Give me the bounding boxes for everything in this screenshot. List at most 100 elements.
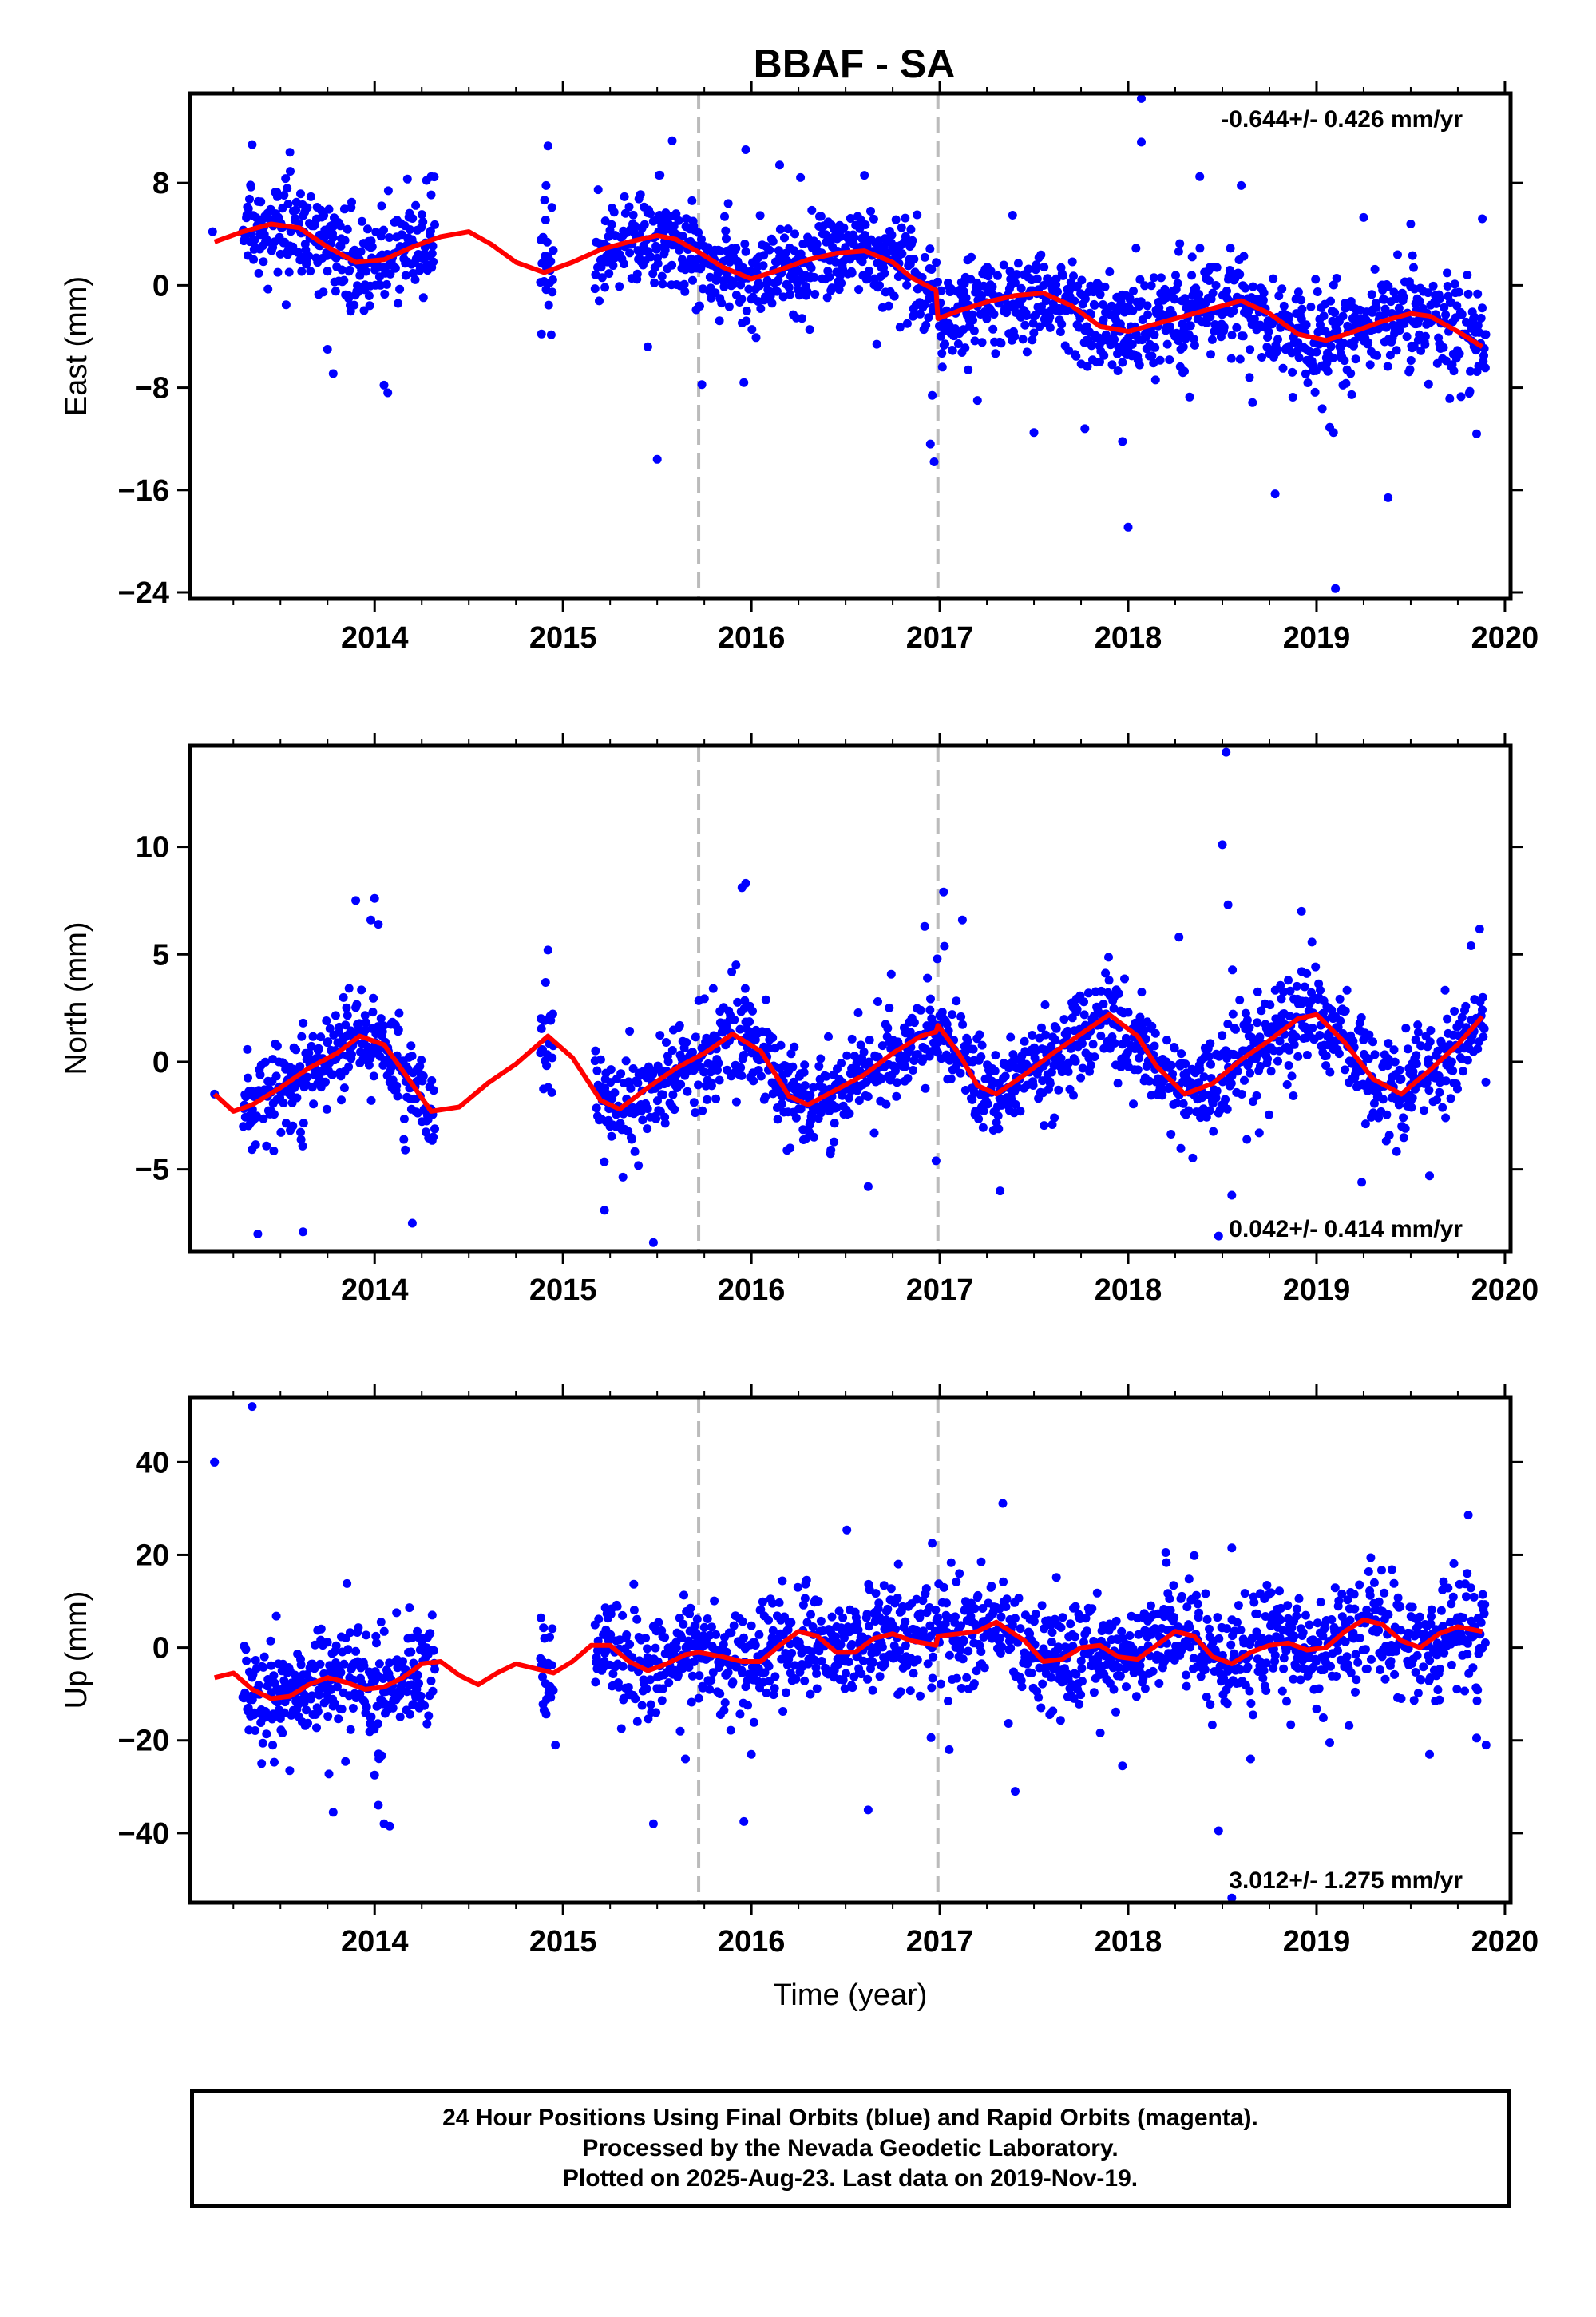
data-point [1383, 362, 1392, 371]
data-point [667, 136, 677, 145]
data-point [952, 1577, 961, 1586]
data-point [848, 1683, 857, 1693]
data-point [988, 324, 998, 334]
data-point [996, 1186, 1005, 1196]
data-point [903, 1074, 913, 1083]
data-point [916, 309, 925, 319]
data-point [426, 172, 436, 181]
data-point [1235, 996, 1245, 1005]
data-point [897, 249, 907, 259]
data-point [1079, 1010, 1089, 1020]
data-point [1297, 906, 1306, 916]
data-point [653, 1096, 662, 1106]
data-point [1162, 1036, 1171, 1045]
data-point [933, 277, 942, 287]
data-point [1402, 332, 1412, 342]
data-point [679, 1619, 688, 1629]
y-tick-label: 10 [136, 831, 169, 865]
data-point [362, 1702, 371, 1712]
data-point [1443, 268, 1452, 278]
data-point [374, 920, 383, 929]
data-point [720, 1698, 730, 1708]
data-point [250, 236, 259, 244]
data-point [537, 1024, 546, 1033]
data-point [1087, 340, 1097, 350]
data-point [429, 1086, 438, 1095]
data-point [854, 285, 864, 295]
data-point [1428, 281, 1438, 291]
data-point [379, 225, 388, 235]
data-point [896, 1687, 905, 1697]
data-point [608, 1669, 618, 1678]
data-point [923, 1659, 933, 1669]
data-point [1316, 985, 1325, 995]
data-point [1133, 1065, 1143, 1075]
data-point [324, 1769, 334, 1779]
data-point [703, 243, 713, 252]
data-point [1123, 1008, 1133, 1017]
data-point [1321, 1061, 1331, 1071]
data-point [330, 1699, 339, 1709]
data-point [1150, 1041, 1159, 1051]
data-point [629, 1579, 639, 1589]
data-point [784, 283, 794, 292]
data-point [1190, 340, 1199, 350]
data-point [1128, 306, 1138, 315]
data-point [344, 984, 354, 993]
data-point [244, 1703, 253, 1713]
data-point [998, 1499, 1008, 1508]
data-point [659, 1684, 668, 1693]
data-point [364, 1060, 374, 1070]
data-point [1277, 284, 1287, 294]
data-point [1116, 1063, 1126, 1071]
data-point [767, 299, 777, 308]
data-point [344, 1062, 354, 1071]
data-point [296, 1660, 306, 1669]
data-point [1176, 1143, 1186, 1153]
data-point [648, 1238, 658, 1247]
data-point [1057, 1067, 1067, 1076]
data-point [1356, 1013, 1366, 1022]
data-point [939, 887, 948, 897]
x-tick-label: 2014 [341, 1273, 409, 1307]
data-point [1095, 357, 1104, 366]
data-point [406, 1709, 414, 1719]
data-point [1047, 1628, 1057, 1637]
data-point [1099, 1000, 1108, 1009]
data-point [606, 1630, 616, 1639]
data-point [1212, 263, 1222, 272]
data-point [1235, 270, 1245, 279]
data-point [271, 1611, 281, 1621]
data-point [1470, 312, 1479, 322]
data-point [1277, 994, 1286, 1004]
data-point [427, 249, 437, 258]
data-point [928, 1673, 937, 1683]
data-point [1018, 335, 1028, 344]
data-point [679, 279, 689, 289]
data-point [970, 336, 980, 346]
data-point [413, 1670, 422, 1680]
data-point [600, 1206, 609, 1215]
data-point [596, 1055, 605, 1064]
data-point [303, 1072, 312, 1082]
data-point [1226, 244, 1235, 253]
data-point [1083, 988, 1093, 998]
data-point [924, 313, 933, 323]
data-point [842, 1051, 852, 1060]
data-point [1116, 297, 1126, 307]
y-tick-label: 8 [152, 167, 169, 200]
data-point [738, 1668, 747, 1677]
data-point [1285, 1045, 1294, 1055]
data-point [812, 1684, 822, 1693]
data-point [1014, 1594, 1024, 1603]
data-point [847, 268, 857, 278]
data-point [806, 1610, 815, 1619]
data-point [719, 1705, 729, 1715]
data-point [1285, 1012, 1294, 1021]
data-point [316, 1032, 326, 1042]
data-point [1071, 1632, 1079, 1642]
data-point [351, 1646, 361, 1656]
data-point [1257, 353, 1266, 362]
data-point [357, 985, 366, 995]
data-point [356, 247, 366, 256]
